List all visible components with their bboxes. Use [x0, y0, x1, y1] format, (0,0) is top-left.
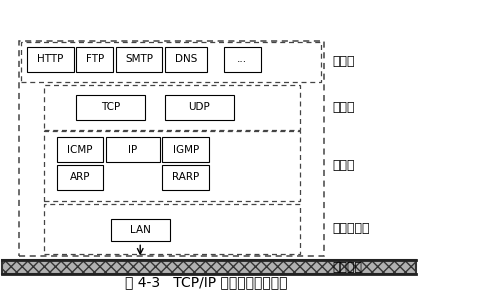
Bar [224, 47, 261, 72]
Bar [106, 137, 160, 162]
Text: 通信介质: 通信介质 [332, 261, 362, 274]
Bar [111, 219, 170, 241]
Text: UDP: UDP [188, 102, 210, 112]
Bar [57, 165, 103, 190]
Bar [19, 41, 324, 256]
Text: 传输层: 传输层 [332, 101, 355, 114]
Text: ICMP: ICMP [67, 145, 92, 155]
Text: IGMP: IGMP [173, 145, 199, 155]
Text: 图 4-3   TCP/IP 不同层次协议分布: 图 4-3 TCP/IP 不同层次协议分布 [125, 276, 288, 290]
Text: DNS: DNS [175, 54, 197, 64]
Bar [44, 204, 300, 254]
Bar [21, 42, 321, 82]
Bar [76, 47, 113, 72]
Text: 网络访问层: 网络访问层 [332, 222, 369, 235]
Text: ARP: ARP [70, 172, 90, 182]
Bar [165, 95, 234, 120]
Bar [44, 85, 300, 130]
Text: RARP: RARP [172, 172, 199, 182]
Text: TCP: TCP [101, 102, 121, 112]
Bar [57, 137, 103, 162]
Text: HTTP: HTTP [37, 54, 63, 64]
Text: FTP: FTP [86, 54, 104, 64]
Text: SMTP: SMTP [125, 54, 153, 64]
Bar [116, 47, 162, 72]
Bar [44, 131, 300, 201]
Bar [162, 137, 209, 162]
Text: ...: ... [237, 54, 247, 64]
Bar [162, 165, 209, 190]
Text: 网络层: 网络层 [332, 159, 355, 172]
Text: IP: IP [128, 145, 137, 155]
Bar [27, 47, 74, 72]
Text: 应用层: 应用层 [332, 55, 355, 68]
Bar [165, 47, 207, 72]
Bar [2, 260, 416, 274]
Bar [76, 95, 145, 120]
Text: LAN: LAN [130, 225, 151, 235]
